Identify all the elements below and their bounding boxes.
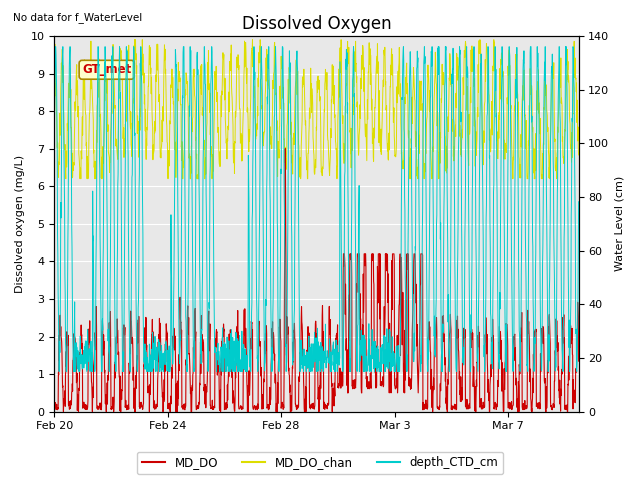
Text: No data for f_WaterLevel: No data for f_WaterLevel — [13, 12, 142, 23]
Legend: MD_DO, MD_DO_chan, depth_CTD_cm: MD_DO, MD_DO_chan, depth_CTD_cm — [137, 452, 503, 474]
Text: GT_met: GT_met — [82, 63, 131, 76]
Title: Dissolved Oxygen: Dissolved Oxygen — [242, 15, 391, 33]
Y-axis label: Dissolved oxygen (mg/L): Dissolved oxygen (mg/L) — [15, 155, 25, 293]
Y-axis label: Water Level (cm): Water Level (cm) — [615, 176, 625, 271]
